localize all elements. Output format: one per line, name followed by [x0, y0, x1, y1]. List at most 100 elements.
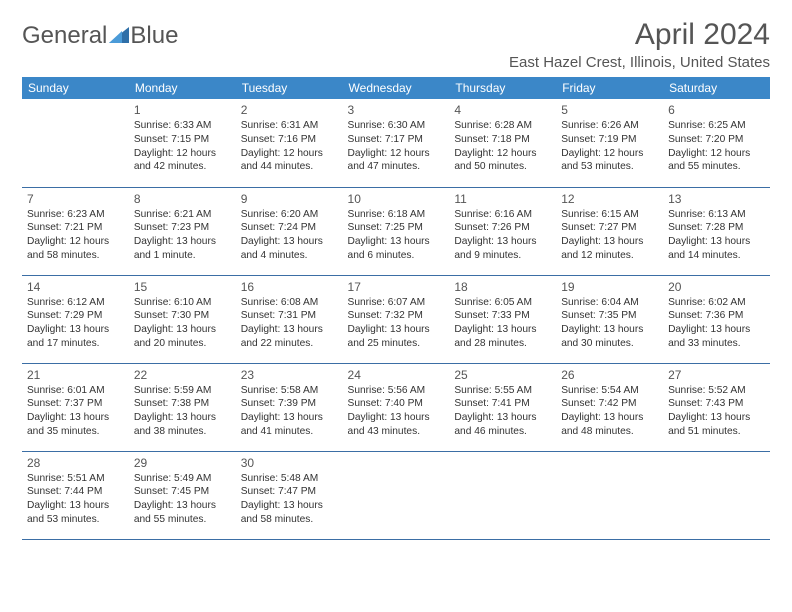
- day-d1: Daylight: 13 hours: [348, 323, 445, 337]
- day-d1: Daylight: 12 hours: [668, 147, 765, 161]
- brand-logo: General Blue: [22, 22, 178, 50]
- calendar-day-cell: 6Sunrise: 6:25 AMSunset: 7:20 PMDaylight…: [663, 99, 770, 187]
- day-number: 30: [241, 455, 338, 471]
- title-block: April 2024 East Hazel Crest, Illinois, U…: [509, 18, 770, 71]
- day-number: 27: [668, 367, 765, 383]
- calendar-day-cell: 19Sunrise: 6:04 AMSunset: 7:35 PMDayligh…: [556, 275, 663, 363]
- day-details: Sunrise: 6:12 AMSunset: 7:29 PMDaylight:…: [27, 296, 124, 351]
- calendar-day-cell: 1Sunrise: 6:33 AMSunset: 7:15 PMDaylight…: [129, 99, 236, 187]
- day-details: Sunrise: 5:52 AMSunset: 7:43 PMDaylight:…: [668, 384, 765, 439]
- day-sunrise: Sunrise: 6:31 AM: [241, 119, 338, 133]
- weekday-header: Sunday: [22, 77, 129, 99]
- day-number: 17: [348, 279, 445, 295]
- day-sunset: Sunset: 7:44 PM: [27, 485, 124, 499]
- day-d2: and 14 minutes.: [668, 249, 765, 263]
- day-sunrise: Sunrise: 6:33 AM: [134, 119, 231, 133]
- day-sunset: Sunset: 7:26 PM: [454, 221, 551, 235]
- calendar-day-cell: 20Sunrise: 6:02 AMSunset: 7:36 PMDayligh…: [663, 275, 770, 363]
- day-sunset: Sunset: 7:23 PM: [134, 221, 231, 235]
- day-number: 13: [668, 191, 765, 207]
- page-header: General Blue April 2024 East Hazel Crest…: [22, 18, 770, 71]
- day-details: Sunrise: 5:54 AMSunset: 7:42 PMDaylight:…: [561, 384, 658, 439]
- day-details: Sunrise: 5:49 AMSunset: 7:45 PMDaylight:…: [134, 472, 231, 527]
- calendar-row: 28Sunrise: 5:51 AMSunset: 7:44 PMDayligh…: [22, 451, 770, 539]
- day-sunset: Sunset: 7:38 PM: [134, 397, 231, 411]
- calendar-day-cell: 23Sunrise: 5:58 AMSunset: 7:39 PMDayligh…: [236, 363, 343, 451]
- day-number: 22: [134, 367, 231, 383]
- day-sunrise: Sunrise: 6:08 AM: [241, 296, 338, 310]
- weekday-header: Friday: [556, 77, 663, 99]
- calendar-day-cell: 26Sunrise: 5:54 AMSunset: 7:42 PMDayligh…: [556, 363, 663, 451]
- day-sunset: Sunset: 7:30 PM: [134, 309, 231, 323]
- day-details: Sunrise: 5:51 AMSunset: 7:44 PMDaylight:…: [27, 472, 124, 527]
- day-d2: and 53 minutes.: [27, 513, 124, 527]
- weekday-header: Wednesday: [343, 77, 450, 99]
- calendar-row: 14Sunrise: 6:12 AMSunset: 7:29 PMDayligh…: [22, 275, 770, 363]
- location-subtitle: East Hazel Crest, Illinois, United State…: [509, 54, 770, 71]
- calendar-row: 7Sunrise: 6:23 AMSunset: 7:21 PMDaylight…: [22, 187, 770, 275]
- day-sunset: Sunset: 7:41 PM: [454, 397, 551, 411]
- day-d1: Daylight: 13 hours: [241, 499, 338, 513]
- day-details: Sunrise: 6:23 AMSunset: 7:21 PMDaylight:…: [27, 208, 124, 263]
- day-number: 1: [134, 102, 231, 118]
- day-sunrise: Sunrise: 5:49 AM: [134, 472, 231, 486]
- calendar-day-cell: 5Sunrise: 6:26 AMSunset: 7:19 PMDaylight…: [556, 99, 663, 187]
- day-number: 28: [27, 455, 124, 471]
- calendar-empty-cell: [663, 451, 770, 539]
- day-sunrise: Sunrise: 6:13 AM: [668, 208, 765, 222]
- day-sunrise: Sunrise: 6:20 AM: [241, 208, 338, 222]
- calendar-day-cell: 10Sunrise: 6:18 AMSunset: 7:25 PMDayligh…: [343, 187, 450, 275]
- day-details: Sunrise: 6:10 AMSunset: 7:30 PMDaylight:…: [134, 296, 231, 351]
- weekday-header: Monday: [129, 77, 236, 99]
- day-number: 5: [561, 102, 658, 118]
- day-details: Sunrise: 6:08 AMSunset: 7:31 PMDaylight:…: [241, 296, 338, 351]
- calendar-day-cell: 16Sunrise: 6:08 AMSunset: 7:31 PMDayligh…: [236, 275, 343, 363]
- day-sunrise: Sunrise: 5:54 AM: [561, 384, 658, 398]
- day-details: Sunrise: 6:21 AMSunset: 7:23 PMDaylight:…: [134, 208, 231, 263]
- day-sunset: Sunset: 7:24 PM: [241, 221, 338, 235]
- day-d1: Daylight: 13 hours: [241, 235, 338, 249]
- day-number: 9: [241, 191, 338, 207]
- calendar-empty-cell: [22, 99, 129, 187]
- day-d2: and 41 minutes.: [241, 425, 338, 439]
- day-sunrise: Sunrise: 6:23 AM: [27, 208, 124, 222]
- day-d1: Daylight: 13 hours: [348, 235, 445, 249]
- day-d2: and 38 minutes.: [134, 425, 231, 439]
- day-d2: and 1 minute.: [134, 249, 231, 263]
- day-sunset: Sunset: 7:25 PM: [348, 221, 445, 235]
- day-d1: Daylight: 13 hours: [454, 323, 551, 337]
- day-d2: and 9 minutes.: [454, 249, 551, 263]
- day-d2: and 28 minutes.: [454, 337, 551, 351]
- day-details: Sunrise: 6:04 AMSunset: 7:35 PMDaylight:…: [561, 296, 658, 351]
- day-sunset: Sunset: 7:20 PM: [668, 133, 765, 147]
- day-number: 18: [454, 279, 551, 295]
- calendar-day-cell: 21Sunrise: 6:01 AMSunset: 7:37 PMDayligh…: [22, 363, 129, 451]
- day-sunset: Sunset: 7:43 PM: [668, 397, 765, 411]
- calendar-day-cell: 18Sunrise: 6:05 AMSunset: 7:33 PMDayligh…: [449, 275, 556, 363]
- day-sunset: Sunset: 7:39 PM: [241, 397, 338, 411]
- calendar-day-cell: 14Sunrise: 6:12 AMSunset: 7:29 PMDayligh…: [22, 275, 129, 363]
- day-d2: and 25 minutes.: [348, 337, 445, 351]
- day-sunset: Sunset: 7:21 PM: [27, 221, 124, 235]
- day-details: Sunrise: 6:30 AMSunset: 7:17 PMDaylight:…: [348, 119, 445, 174]
- day-d2: and 43 minutes.: [348, 425, 445, 439]
- day-sunset: Sunset: 7:47 PM: [241, 485, 338, 499]
- day-sunrise: Sunrise: 5:56 AM: [348, 384, 445, 398]
- day-sunrise: Sunrise: 6:28 AM: [454, 119, 551, 133]
- calendar-empty-cell: [556, 451, 663, 539]
- day-number: 16: [241, 279, 338, 295]
- day-number: 25: [454, 367, 551, 383]
- day-d1: Daylight: 13 hours: [134, 323, 231, 337]
- day-d1: Daylight: 13 hours: [561, 235, 658, 249]
- day-details: Sunrise: 6:25 AMSunset: 7:20 PMDaylight:…: [668, 119, 765, 174]
- day-sunset: Sunset: 7:37 PM: [27, 397, 124, 411]
- calendar-header-row: SundayMondayTuesdayWednesdayThursdayFrid…: [22, 77, 770, 99]
- day-d1: Daylight: 13 hours: [241, 411, 338, 425]
- day-sunset: Sunset: 7:31 PM: [241, 309, 338, 323]
- weekday-header: Thursday: [449, 77, 556, 99]
- calendar-row: 21Sunrise: 6:01 AMSunset: 7:37 PMDayligh…: [22, 363, 770, 451]
- day-sunrise: Sunrise: 6:04 AM: [561, 296, 658, 310]
- day-number: 24: [348, 367, 445, 383]
- day-details: Sunrise: 6:01 AMSunset: 7:37 PMDaylight:…: [27, 384, 124, 439]
- day-number: 11: [454, 191, 551, 207]
